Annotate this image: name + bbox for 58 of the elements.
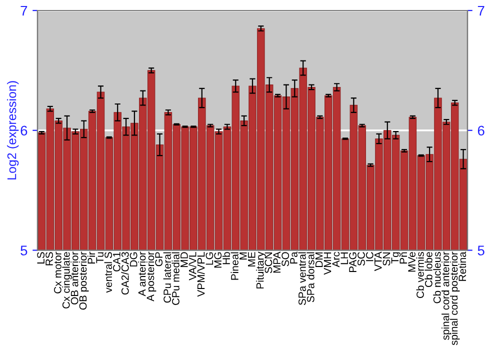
x-tick-label: Tg xyxy=(391,252,401,264)
x-tick-label: Cx cingulate xyxy=(62,252,72,308)
x-tick-label: spinal cord posterior xyxy=(450,252,460,346)
x-tick-label: SC xyxy=(358,252,365,266)
x-tick-label: Pituitary xyxy=(256,252,266,288)
x-tick-label: MD xyxy=(180,252,188,267)
x-tick-label: Cb lobe xyxy=(424,252,432,288)
y2-tick-label: 5 xyxy=(478,246,484,256)
x-tick-label: GP xyxy=(155,252,163,266)
x-tick-label: Hb xyxy=(222,252,230,264)
x-tick-label: CA2/CA3 xyxy=(121,252,129,295)
x-tick-label: LG xyxy=(206,252,214,265)
x-tick-label: OB posterior xyxy=(79,252,89,310)
x-tick-label: Cx motor xyxy=(54,252,62,294)
x-tick-label: Pineal xyxy=(230,252,238,280)
x-tick-label: SPa ventral xyxy=(298,252,306,306)
x-tick-label: Pn xyxy=(400,252,407,264)
x-tick-label: Cb nucleus xyxy=(433,252,441,304)
y-tick-label: 5 xyxy=(20,246,28,256)
x-tick-label: Pir xyxy=(87,252,95,264)
x-tick-label: VTA xyxy=(374,252,382,272)
x-tick-label: Pa xyxy=(290,252,298,264)
x-tick-label: MPA xyxy=(273,252,280,273)
x-tick-label: SCN xyxy=(264,252,272,274)
x-tick-label: Tu xyxy=(96,252,104,264)
x-tick-label: A anterior xyxy=(138,252,146,296)
x-tick-label: ventral S xyxy=(104,252,112,293)
x-tick-label: A posterior xyxy=(146,252,156,302)
x-tick-label: VPM/VPL xyxy=(197,252,205,297)
x-tick-label: SO xyxy=(282,252,290,266)
x-tick-label: MG xyxy=(214,252,222,268)
x-tick-label: spinal cord anterior xyxy=(442,252,452,340)
y-axis-title: Log2 (expression) xyxy=(7,81,19,180)
x-tick-label: VA/VL xyxy=(188,252,196,280)
x-tick-label: CA1 xyxy=(113,252,120,272)
y-tick-label: 6 xyxy=(20,126,28,136)
x-tick-label: Arc xyxy=(332,252,340,268)
x-tick-label: SN xyxy=(382,252,390,266)
x-tick-label: PAG xyxy=(349,252,356,272)
y-tick-label: 7 xyxy=(20,6,28,16)
x-tick-label: Cb vermis xyxy=(416,252,424,298)
x-tick-label: DM xyxy=(315,252,323,267)
x-tick-label: IC xyxy=(366,252,374,262)
x-tick-label: Retina xyxy=(458,252,466,281)
x-tick-label: MVe xyxy=(408,252,416,272)
y2-tick-label: 6 xyxy=(478,126,484,136)
x-tick-label: CPu lateral xyxy=(163,252,171,303)
x-tick-label: ME xyxy=(248,252,256,266)
x-tick-label: OB anterior xyxy=(70,252,78,304)
x-tick-label: CPu medial xyxy=(172,252,180,305)
x-tick-label: RS xyxy=(46,252,53,266)
x-tick-label: LH xyxy=(340,252,348,264)
x-tick-label: VMH xyxy=(324,252,332,275)
x-tick-label: M xyxy=(240,252,247,260)
y2-tick-label: 7 xyxy=(478,6,484,16)
x-tick-label: SPa dorsal xyxy=(306,252,314,302)
x-tick-label: DG xyxy=(130,252,138,266)
x-tick-label: LS xyxy=(37,252,45,264)
